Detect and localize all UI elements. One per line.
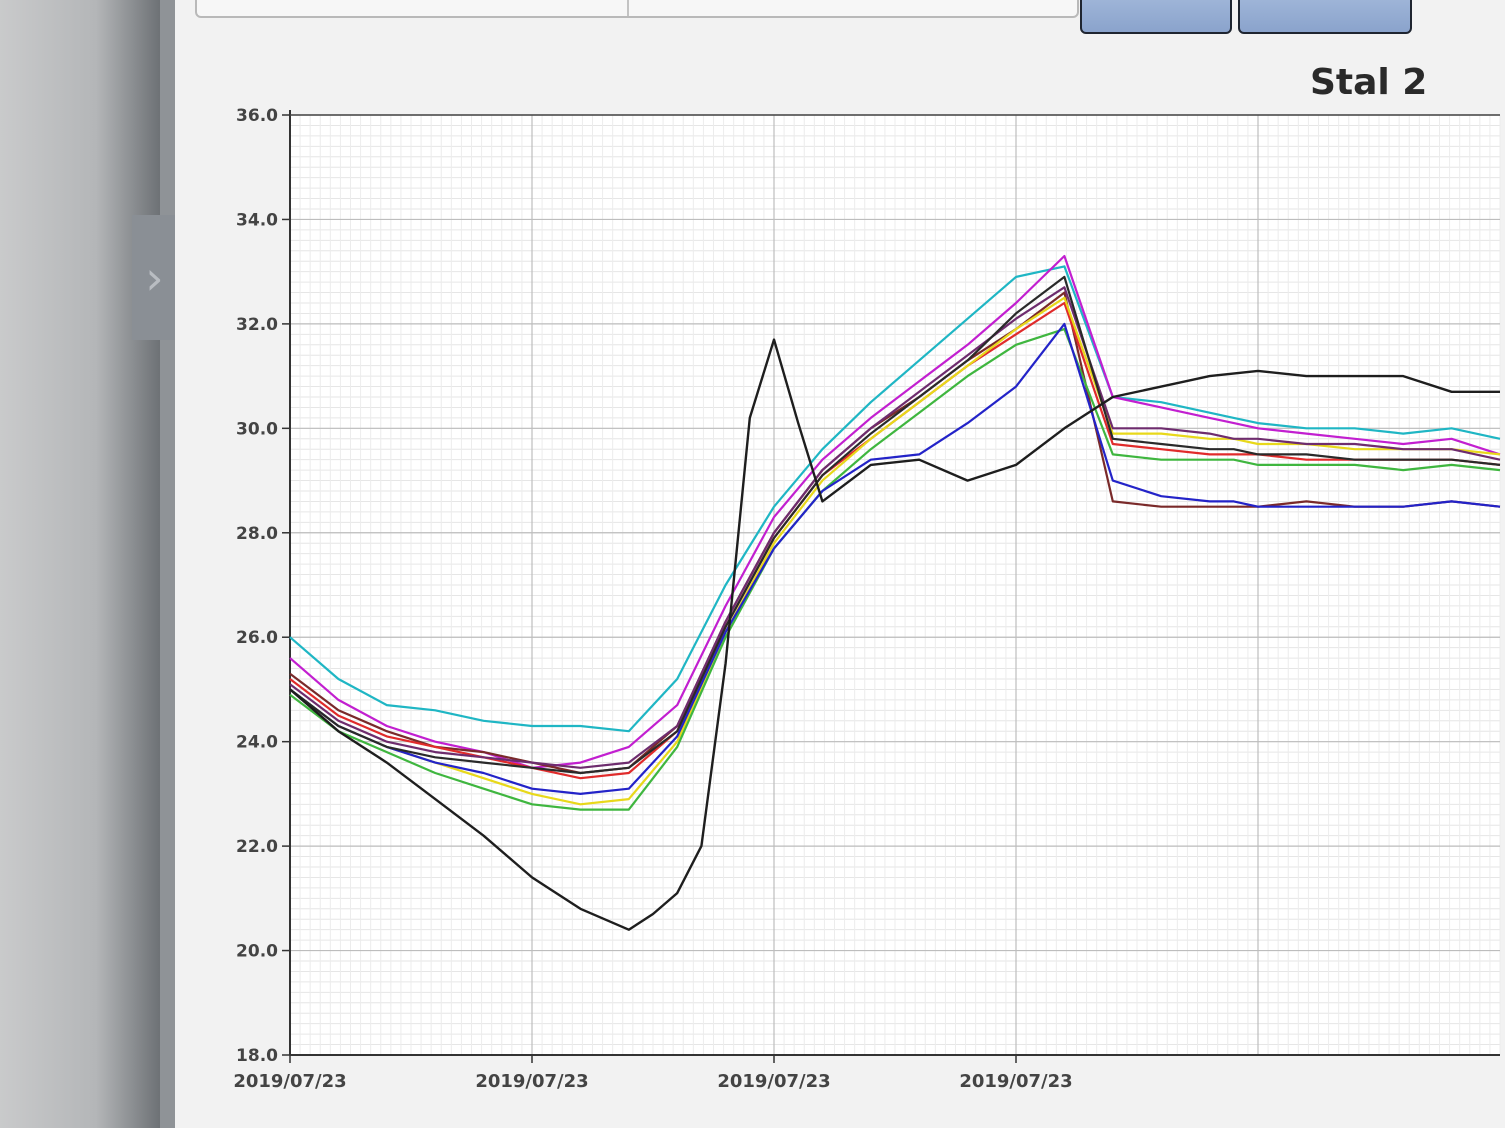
x-tick-label: 2019/07/23 <box>959 1071 1072 1092</box>
y-tick-label: 28.0 <box>236 524 278 544</box>
series-line-2 <box>289 254 1501 769</box>
chart-series <box>289 254 1501 931</box>
monitor-bezel <box>0 0 160 1128</box>
x-axis-ticks: 2019/07/23 2019/07/23 2019/07/23 2019/07/23 <box>233 1055 1073 1092</box>
series-line-5 <box>289 296 1501 806</box>
x-tick-label: 2019/07/23 <box>717 1071 830 1092</box>
x-tick-label: 2019/07/23 <box>475 1071 588 1092</box>
top-input-bar[interactable] <box>195 0 1079 18</box>
y-tick-label: 32.0 <box>236 315 278 335</box>
series-line-1 <box>289 265 1501 733</box>
y-tick-label: 24.0 <box>236 733 278 753</box>
x-tick-label: 2019/07/23 <box>233 1071 346 1092</box>
side-panel-tab[interactable]: › <box>132 215 177 340</box>
series-line-9 <box>289 275 1501 775</box>
series-line-8 <box>289 286 1501 769</box>
chart-grid <box>289 114 1501 1056</box>
y-tick-label: 26.0 <box>236 628 278 648</box>
toolbar-button-1[interactable] <box>1080 0 1232 34</box>
chart-title: Stal 2 <box>1310 62 1428 103</box>
top-bar-divider <box>627 0 629 16</box>
y-tick-label: 30.0 <box>236 419 278 439</box>
series-line-6 <box>289 328 1501 811</box>
series-line-outlier <box>289 338 1500 931</box>
y-tick-label: 18.0 <box>236 1046 278 1066</box>
chart-axes <box>289 110 1500 1056</box>
y-tick-label: 36.0 <box>236 106 278 126</box>
y-tick-label: 34.0 <box>236 210 278 230</box>
chevron-right-icon: › <box>145 250 164 305</box>
y-tick-label: 22.0 <box>236 837 278 857</box>
y-tick-label: 20.0 <box>236 942 278 962</box>
toolbar-button-2[interactable] <box>1238 0 1412 34</box>
y-axis-ticks: 18.0 20.0 22.0 24.0 26.0 28.0 30.0 32.0 34.0 36.0 <box>236 106 290 1066</box>
series-line-7 <box>289 322 1501 795</box>
